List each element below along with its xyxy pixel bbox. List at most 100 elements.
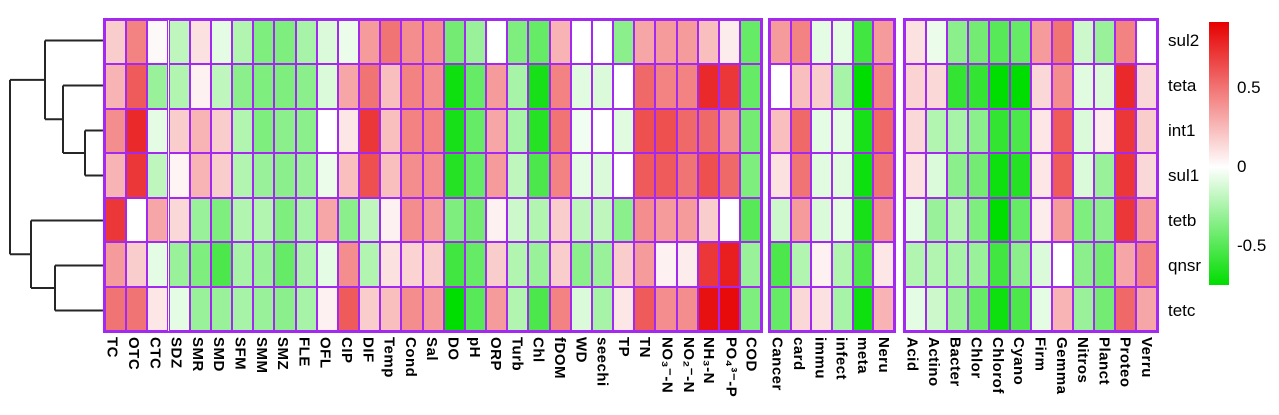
heatmap-cell bbox=[697, 242, 719, 287]
heatmap-cell bbox=[443, 64, 465, 109]
heatmap-cell bbox=[126, 64, 148, 109]
heatmap-cell bbox=[147, 242, 169, 287]
column-label: seechi bbox=[593, 337, 611, 387]
heatmap-cell bbox=[147, 197, 169, 243]
heatmap-cell bbox=[1135, 20, 1157, 65]
heatmap-cell bbox=[634, 20, 656, 65]
heatmap-cell bbox=[852, 153, 874, 198]
heatmap-cell bbox=[852, 108, 874, 154]
heatmap-cell bbox=[507, 20, 529, 65]
heatmap-cell bbox=[873, 20, 894, 65]
heatmap-cell bbox=[464, 20, 487, 65]
heatmap-cell bbox=[232, 286, 254, 331]
heatmap-cell bbox=[676, 242, 698, 287]
heatmap-cell bbox=[967, 242, 989, 287]
heatmap-cell bbox=[126, 197, 148, 243]
heatmap-cell bbox=[613, 197, 635, 243]
heatmap-cell bbox=[1114, 197, 1136, 243]
heatmap-cell bbox=[274, 153, 296, 198]
heatmap-cell bbox=[790, 242, 812, 287]
row-label: qnsr bbox=[1168, 255, 1202, 275]
column-label: Cyano bbox=[1010, 337, 1028, 386]
heatmap-cell bbox=[1093, 286, 1115, 331]
heatmap-cell bbox=[790, 64, 812, 109]
heatmap-cell bbox=[1072, 197, 1094, 243]
heatmap-cell bbox=[790, 153, 812, 198]
heatmap-cell bbox=[380, 64, 402, 109]
heatmap-cell bbox=[634, 197, 656, 243]
heatmap-cell bbox=[422, 64, 444, 109]
heatmap-cell bbox=[1051, 242, 1073, 287]
heatmap-cell bbox=[770, 20, 791, 65]
heatmap-cell bbox=[676, 153, 698, 198]
heatmap-cell bbox=[770, 108, 791, 154]
heatmap-cell bbox=[168, 286, 190, 331]
heatmap-cell bbox=[740, 197, 762, 243]
heatmap-cell bbox=[831, 108, 853, 154]
row-label: sul2 bbox=[1168, 30, 1200, 50]
column-label: NO₂⁻-N bbox=[679, 337, 697, 393]
column-label: Actino bbox=[925, 337, 942, 387]
heatmap-cell bbox=[790, 286, 812, 331]
heatmap-cell bbox=[507, 286, 529, 331]
column-label: CIP bbox=[338, 337, 355, 364]
column-label: Firm bbox=[1031, 337, 1049, 372]
heatmap-cell bbox=[988, 64, 1010, 109]
heatmap-cell bbox=[549, 242, 571, 287]
heatmap-cell bbox=[967, 197, 989, 243]
column-label: Planct bbox=[1095, 337, 1113, 386]
heatmap-cell bbox=[570, 108, 592, 154]
heatmap-cell bbox=[189, 242, 211, 287]
heatmap-cell bbox=[770, 286, 791, 331]
heatmap-cell bbox=[1072, 153, 1094, 198]
heatmap-cell bbox=[486, 108, 508, 154]
heatmap-cell bbox=[1051, 64, 1073, 109]
heatmap-cell bbox=[1114, 108, 1136, 154]
heatmap-cell bbox=[1072, 64, 1094, 109]
column-label: SMM bbox=[252, 337, 270, 374]
heatmap-cell bbox=[634, 108, 656, 154]
heatmap-cell bbox=[1135, 197, 1157, 243]
heatmap-cell bbox=[464, 108, 487, 154]
heatmap-cell bbox=[232, 64, 254, 109]
heatmap-cell bbox=[189, 64, 211, 109]
column-label: Sal bbox=[423, 337, 441, 362]
column-label: WD bbox=[572, 337, 590, 363]
heatmap-cell bbox=[295, 108, 317, 154]
heatmap-cell bbox=[1114, 153, 1136, 198]
heatmap-cell bbox=[380, 242, 402, 287]
heatmap-cell bbox=[967, 153, 989, 198]
heatmap-cell bbox=[422, 108, 444, 154]
heatmap-cell bbox=[549, 197, 571, 243]
heatmap-cell bbox=[634, 286, 656, 331]
heatmap-cell bbox=[528, 20, 550, 65]
heatmap-cell bbox=[676, 108, 698, 154]
heatmap-cell bbox=[613, 153, 635, 198]
heatmap-cell bbox=[925, 153, 947, 198]
heatmap-cell bbox=[507, 197, 529, 243]
column-label: Chlorof bbox=[988, 337, 1006, 394]
row-label: teta bbox=[1168, 75, 1197, 95]
heatmap-cell bbox=[697, 286, 719, 331]
heatmap-cell bbox=[811, 153, 832, 198]
heatmap-cell bbox=[852, 197, 874, 243]
heatmap-cell bbox=[770, 153, 791, 198]
heatmap-cell bbox=[168, 64, 190, 109]
column-label: SDZ bbox=[167, 337, 185, 369]
heatmap-cell bbox=[988, 153, 1010, 198]
heatmap-panel-disease-categories bbox=[768, 18, 896, 333]
heatmap-cell bbox=[905, 153, 926, 198]
heatmap-cell bbox=[295, 64, 317, 109]
heatmap-cell bbox=[852, 64, 874, 109]
heatmap-cell bbox=[831, 64, 853, 109]
heatmap-cell bbox=[1030, 197, 1052, 243]
heatmap-cell bbox=[613, 108, 635, 154]
heatmap-cell bbox=[126, 242, 148, 287]
row-label: tetc bbox=[1168, 300, 1196, 320]
heatmap-cell bbox=[831, 286, 853, 331]
heatmap-cell bbox=[549, 108, 571, 154]
column-label: SMZ bbox=[274, 337, 292, 371]
heatmap-cell bbox=[873, 153, 894, 198]
heatmap-cell bbox=[740, 286, 762, 331]
